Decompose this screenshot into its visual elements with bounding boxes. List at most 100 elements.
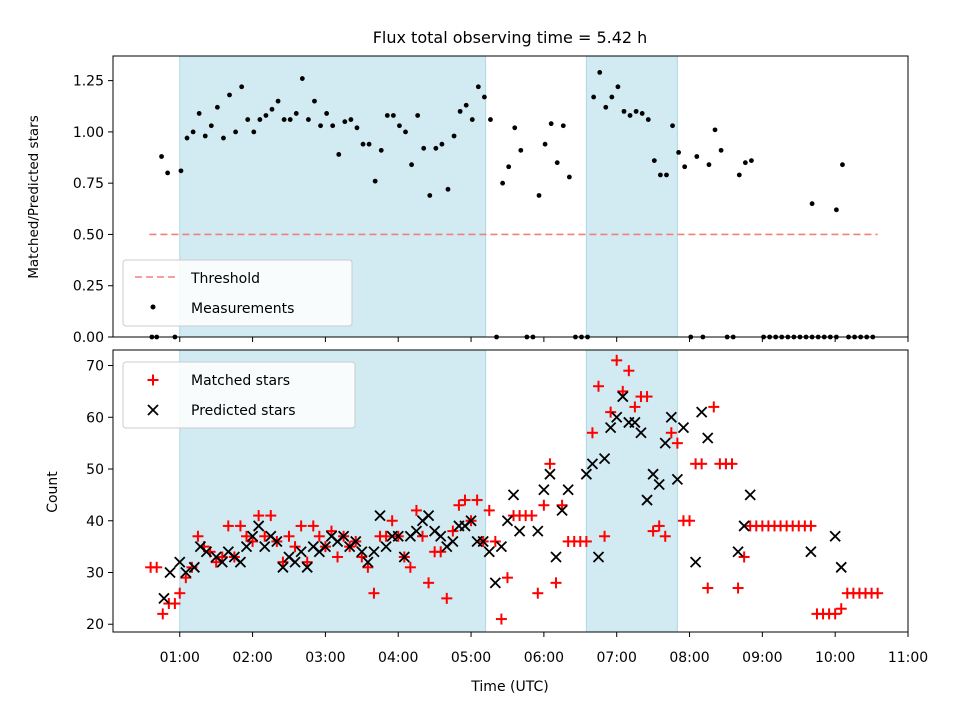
matched-star-point: [671, 437, 683, 449]
matched-star-point: [313, 530, 325, 542]
ratio-plot-frame: [112, 55, 909, 338]
measurement-point: [221, 135, 226, 141]
measurement-point: [506, 164, 512, 170]
measurement-point: [457, 108, 463, 114]
y-tick-label: 30: [86, 565, 104, 581]
measurement-point: [263, 113, 269, 118]
legend-x-marker: [147, 404, 159, 416]
ratio-legend-box: [122, 259, 353, 327]
count-panel: 20 30 40 50 60 70 01:00 02:00 03:00 04:00 05:00 06…: [45, 349, 928, 695]
predicted-star-point: [200, 546, 213, 558]
y-tick-label: 0.25: [73, 279, 104, 295]
measurement-point: [378, 147, 384, 153]
measurement-point: [214, 104, 220, 110]
measurement-point: [245, 117, 251, 122]
measurement-point: [451, 133, 457, 139]
x-tick-label: 08:00: [669, 650, 709, 666]
matched-star-point: [623, 365, 635, 377]
measurement-point: [639, 111, 645, 116]
predicted-star-point: [629, 416, 641, 429]
matched-star-point: [835, 603, 847, 615]
predicted-star-point: [580, 468, 592, 480]
measurement-point: [409, 162, 414, 168]
ratio-legend: Threshold Measurements: [122, 259, 353, 327]
observing-window: [585, 55, 678, 338]
matched-star-point: [726, 458, 738, 470]
matched-star-point: [708, 401, 720, 413]
predicted-star-point: [641, 494, 653, 506]
measurement-point: [287, 117, 293, 122]
measurement-point: [190, 129, 196, 135]
matched-star-point: [356, 551, 368, 563]
predicted-star-point: [422, 509, 435, 522]
measurement-point: [275, 98, 281, 104]
x-axis-label: Time (UTC): [470, 679, 548, 695]
predicted-star-point: [604, 421, 617, 434]
matched-star-point: [532, 587, 544, 599]
measurement-point: [518, 147, 524, 153]
measurement-point: [712, 127, 718, 133]
matched-star-point: [732, 582, 744, 594]
measurement-point: [615, 84, 621, 90]
matched-stars-points: [145, 354, 884, 625]
y-tick-label: 0.50: [73, 227, 104, 243]
measurement-point: [445, 186, 451, 192]
x-tick-label: 03:00: [305, 650, 345, 666]
measurement-point: [657, 172, 663, 178]
measurement-point: [664, 172, 669, 178]
observing-window: [585, 349, 678, 633]
matched-star-point: [447, 525, 459, 537]
matched-star-point: [307, 520, 319, 532]
matched-star-point: [611, 354, 623, 366]
predicted-star-point: [835, 561, 847, 573]
matched-star-point: [295, 520, 307, 532]
matched-star-point: [738, 551, 750, 563]
measurement-point: [403, 129, 408, 135]
measurement-point: [208, 123, 214, 129]
measurement-point: [463, 102, 469, 108]
predicted-star-point: [513, 525, 526, 537]
measurement-point: [670, 123, 675, 129]
measurement-point: [833, 207, 839, 213]
matched-star-point: [629, 401, 641, 413]
measurement-point: [281, 117, 287, 122]
measurement-point: [184, 135, 190, 141]
y-tick-label: 1.00: [73, 125, 104, 141]
predicted-star-point: [586, 458, 599, 470]
predicted-star-point: [544, 468, 556, 480]
measurement-point: [548, 121, 554, 127]
predicted-star-point: [647, 468, 659, 480]
measurement-points: [149, 70, 876, 340]
matched-star-point: [265, 510, 277, 522]
predicted-star-point: [289, 556, 301, 568]
measurement-point: [676, 150, 682, 155]
predicted-star-point: [188, 561, 200, 573]
matched-star-point: [592, 380, 604, 392]
predicted-star-point: [158, 592, 170, 605]
measurement-point: [251, 129, 257, 135]
predicted-star-point: [410, 525, 423, 537]
measurement-point: [433, 145, 439, 151]
measurement-point: [318, 123, 323, 129]
predicted-star-point: [362, 556, 374, 568]
measurement-point: [397, 123, 402, 129]
y-tick-label: 20: [86, 617, 104, 633]
measurement-point: [621, 108, 627, 114]
measurement-point: [706, 162, 712, 168]
predicted-star-point: [246, 530, 259, 542]
matched-star-point: [386, 515, 398, 527]
predicted-star-point: [592, 551, 605, 563]
legend-plus-marker: [147, 374, 159, 386]
x-tick-label: 05:00: [451, 650, 491, 666]
matched-star-point: [829, 608, 841, 620]
predicted-star-point: [368, 546, 380, 558]
matched-star-point: [483, 504, 495, 516]
y-tick-label: 70: [86, 359, 104, 375]
predicted-star-point: [805, 546, 817, 558]
matched-star-point: [872, 587, 884, 599]
matched-star-point: [495, 613, 507, 625]
measurement-point: [566, 174, 572, 180]
predicted-star-point: [477, 535, 489, 548]
measurement-point: [239, 84, 245, 90]
measurement-point: [475, 84, 481, 90]
